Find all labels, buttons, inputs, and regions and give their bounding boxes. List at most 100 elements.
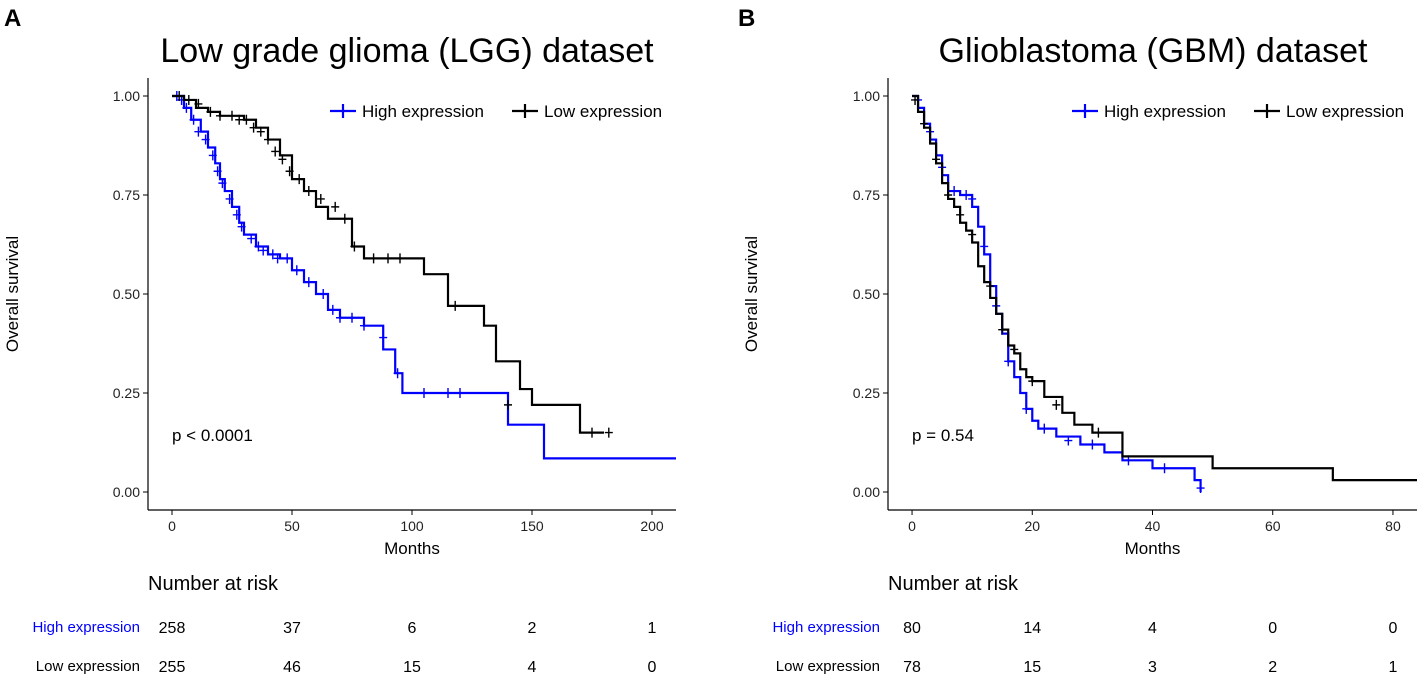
y-tick-label: 0.75 (853, 187, 880, 203)
high-expression-censor-mark (273, 253, 282, 264)
x-tick-label: 200 (640, 518, 664, 534)
risk-row-high-expression-count: 0 (1268, 620, 1277, 637)
high-expression-censor-mark (213, 166, 222, 177)
high-expression-censor-mark (420, 388, 428, 398)
p-value-annotation: p = 0.54 (912, 426, 974, 445)
low-expression-censor-mark (451, 300, 460, 311)
high-expression-censor-mark (444, 388, 452, 398)
high-expression-censor-mark (456, 388, 464, 398)
legend-high-expression-key (1072, 104, 1098, 118)
high-expression-censor-mark (1040, 423, 1049, 434)
high-expression-censor-mark (968, 193, 977, 204)
low-expression-censor-mark (285, 166, 294, 177)
x-axis-label: Months (384, 539, 440, 558)
y-tick-label: 0.25 (853, 385, 880, 401)
x-tick-label: 150 (520, 518, 544, 534)
low-expression-censor-mark (304, 186, 313, 197)
low-expression-censor-mark (264, 134, 272, 145)
high-expression-censor-mark (962, 190, 971, 200)
panel-letter: B (738, 5, 755, 32)
high-expression-censor-mark (292, 265, 301, 276)
high-expression-censor-mark (1064, 435, 1073, 446)
low-expression-censor-mark (1010, 344, 1019, 355)
low-expression-censor-mark (369, 253, 378, 264)
high-expression-censor-mark (980, 241, 989, 252)
high-expression-censor-mark (247, 233, 256, 244)
risk-row-high-expression-count: 80 (903, 620, 921, 637)
risk-row-high-expression-label: High expression (772, 619, 880, 636)
low-expression-censor-mark (295, 174, 304, 185)
risk-table-title: Number at risk (888, 573, 1019, 595)
risk-row-low-expression-count: 3 (1148, 659, 1157, 676)
low-expression-censor-mark (235, 114, 244, 125)
x-axis-label: Months (1125, 539, 1181, 558)
x-tick-label: 50 (284, 518, 300, 534)
legend-high-expression-key (330, 104, 356, 118)
high-expression-censor-mark (1022, 403, 1031, 414)
x-tick-label: 100 (400, 518, 424, 534)
high-expression-censor-mark (1088, 439, 1097, 450)
high-expression-censor-mark (1004, 356, 1013, 367)
panel-b: B Glioblastoma (GBM) dataset 0.00 0.25 0.50 0… (738, 5, 1417, 676)
low-expression-censor-mark (271, 146, 280, 157)
high-expression-censor-mark (336, 312, 344, 323)
low-expression-censor-mark (175, 91, 184, 101)
x-tick-label: 0 (908, 518, 916, 534)
risk-row-high-expression-count: 14 (1023, 620, 1041, 637)
low-expression-censor-mark (350, 241, 359, 252)
y-tick-label: 1.00 (853, 88, 880, 104)
low-expression-censor-mark (998, 324, 1007, 335)
low-expression-censor-mark (1094, 427, 1103, 438)
low-expression-censor-mark (184, 94, 193, 105)
risk-row-low-expression-count: 2 (1268, 659, 1277, 676)
low-expression-censor-mark (331, 201, 340, 212)
risk-row-low-expression-count: 1 (1389, 659, 1398, 676)
legend-low-expression-label: Low expression (544, 102, 662, 121)
high-expression-censor-mark (304, 277, 313, 288)
high-expression-censor-mark (268, 249, 277, 260)
low-expression-censor-mark (911, 94, 920, 105)
y-tick-label: 0.00 (113, 484, 140, 500)
risk-table-title: Number at risk (148, 573, 279, 595)
high-expression-censor-mark (225, 193, 234, 204)
low-expression-censor-mark (242, 114, 251, 125)
risk-row-low-expression-count: 78 (903, 659, 921, 676)
high-expression-censor-mark (360, 320, 368, 331)
risk-row-low-expression-label: Low expression (36, 658, 140, 675)
y-tick-label: 0.50 (113, 286, 140, 302)
y-axis-label: Overall survival (742, 236, 761, 352)
y-tick-label: 1.00 (113, 88, 140, 104)
high-expression-censor-mark (218, 178, 227, 189)
high-expression-censor-mark (237, 221, 246, 232)
risk-row-low-expression-count: 0 (648, 659, 657, 676)
high-expression-censor-mark (319, 289, 328, 299)
legend-low-expression-key (512, 104, 538, 118)
low-expression-censor-mark (944, 190, 953, 200)
low-expression-censor-mark (396, 253, 404, 264)
low-expression-censor-mark (340, 213, 349, 224)
low-expression-survival-curve (912, 94, 1417, 482)
x-tick-label: 80 (1385, 518, 1401, 534)
high-expression-censor-mark (201, 134, 210, 145)
low-expression-censor-mark (1052, 399, 1061, 410)
risk-row-high-expression-count: 0 (1389, 620, 1398, 637)
low-expression-censor-mark (968, 229, 977, 240)
risk-row-high-expression-label: High expression (32, 619, 140, 636)
high-expression-censor-mark (182, 102, 191, 113)
y-axis-label: Overall survival (3, 236, 22, 352)
risk-row-high-expression-count: 4 (1148, 620, 1157, 637)
risk-row-high-expression-count: 2 (528, 620, 537, 637)
high-expression-censor-mark (208, 150, 217, 161)
x-tick-label: 60 (1265, 518, 1281, 534)
high-expression-censor-mark (254, 241, 263, 252)
legend-low-expression-key (1254, 104, 1280, 118)
low-expression-censor-mark (920, 118, 929, 129)
risk-row-high-expression-count: 6 (408, 620, 417, 637)
low-expression-censor-mark (249, 122, 258, 133)
panel-letter: A (4, 5, 21, 32)
low-expression-censor-mark (1028, 376, 1037, 387)
risk-row-low-expression-count: 4 (528, 659, 537, 676)
high-expression-censor-mark (379, 332, 388, 343)
y-tick-label: 0.00 (853, 484, 880, 500)
low-expression-censor-mark (228, 110, 236, 121)
